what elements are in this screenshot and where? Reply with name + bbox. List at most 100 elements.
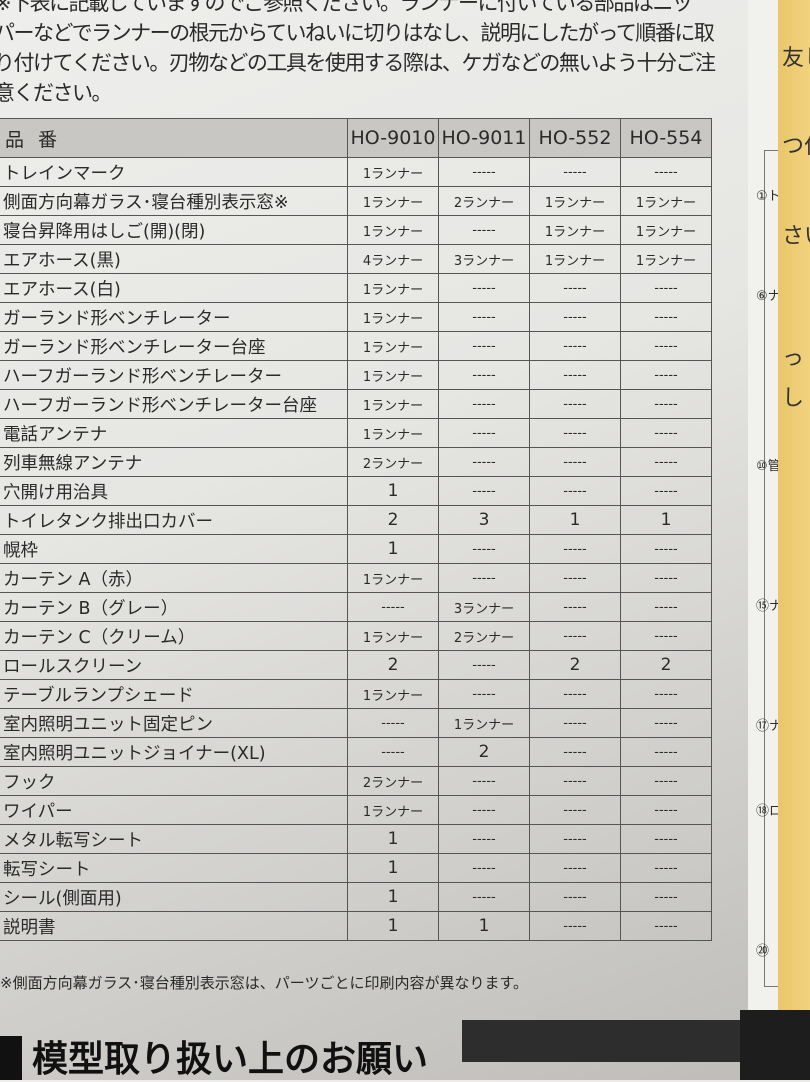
part-name: シール(側面用) (0, 882, 348, 912)
table-row: エアホース(黒) 4ランナー 3ランナー 1ランナー 1ランナー (0, 244, 712, 274)
part-name: エアホース(黒) (0, 244, 348, 274)
table-header-row: 品番 HO-9010 HO-9011 HO-552 HO-554 (0, 118, 712, 158)
part-name: テーブルランプシェード (0, 679, 348, 709)
quantity-cell: 1 (438, 911, 530, 941)
quantity-cell: ----- (529, 302, 621, 332)
quantity-cell: 3ランナー (438, 244, 530, 274)
quantity-cell: ----- (438, 853, 530, 883)
part-name: 室内照明ユニットジョイナー(XL) (0, 737, 348, 767)
quantity-cell: ----- (529, 708, 621, 738)
quantity-cell: ----- (438, 679, 530, 709)
part-name: ワイパー (0, 795, 348, 825)
table-row: トイレタンク排出口カバー 2 3 1 1 (0, 505, 712, 535)
section-title: 模型取り扱い上のお願い (32, 1039, 429, 1080)
part-name: ロールスクリーン (0, 650, 348, 680)
quantity-cell: ----- (529, 882, 621, 912)
quantity-cell: ----- (438, 766, 530, 796)
quantity-cell: 1ランナー (347, 679, 439, 709)
quantity-cell: 2ランナー (438, 621, 530, 651)
part-name: ガーランド形ベンチレーター台座 (0, 331, 348, 361)
yellow-text: つ付 (782, 134, 810, 159)
quantity-cell: ----- (529, 476, 621, 506)
quantity-cell: ----- (438, 418, 530, 448)
step-label: ⑰ナ (756, 719, 783, 734)
quantity-cell: ----- (438, 534, 530, 564)
table-row: ハーフガーランド形ベンチレーター台座 1ランナー ----- ----- ----- (0, 389, 712, 419)
quantity-cell: ----- (620, 592, 712, 622)
quantity-cell: ----- (620, 766, 712, 796)
quantity-cell: ----- (438, 331, 530, 361)
step-label: ⑥ナ (756, 289, 781, 304)
quantity-cell: ----- (620, 737, 712, 767)
quantity-cell: ----- (529, 563, 621, 593)
quantity-cell: 1 (347, 911, 439, 941)
quantity-cell: 1ランナー (620, 186, 712, 216)
quantity-cell: 3ランナー (438, 592, 530, 622)
intro-line: 意ください。 (0, 81, 113, 105)
table-row: カーテン A（赤） 1ランナー ----- ----- ----- (0, 563, 712, 593)
quantity-cell: ----- (529, 447, 621, 477)
step-label: ⑮ナ (756, 599, 783, 614)
quantity-cell: ----- (529, 621, 621, 651)
quantity-cell: ----- (620, 331, 712, 361)
table-row: 転写シート 1 ----- ----- ----- (0, 853, 712, 883)
table-row: 説明書 1 1 ----- ----- (0, 911, 712, 941)
table-row: ガーランド形ベンチレーター 1ランナー ----- ----- ----- (0, 302, 712, 332)
quantity-cell: ----- (620, 418, 712, 448)
table-row: 列車無線アンテナ 2ランナー ----- ----- ----- (0, 447, 712, 477)
yellow-text: し (782, 386, 805, 411)
part-name: トレインマーク (0, 157, 348, 187)
quantity-cell: ----- (438, 824, 530, 854)
table-row: 電話アンテナ 1ランナー ----- ----- ----- (0, 418, 712, 448)
dark-background (740, 1010, 810, 1080)
quantity-cell: ----- (620, 360, 712, 390)
quantity-cell: 1ランナー (347, 563, 439, 593)
table-row: カーテン B（グレー） ----- 3ランナー ----- ----- (0, 592, 712, 622)
quantity-cell: ----- (529, 679, 621, 709)
quantity-cell: ----- (529, 737, 621, 767)
header-model: HO-9011 (438, 118, 530, 158)
quantity-cell: ----- (529, 853, 621, 883)
table-row: 側面方向幕ガラス･寝台種別表示窓※ 1ランナー 2ランナー 1ランナー 1ランナー (0, 186, 712, 216)
part-name: トイレタンク排出口カバー (0, 505, 348, 535)
table-row: シール(側面用) 1 ----- ----- ----- (0, 882, 712, 912)
quantity-cell: ----- (529, 824, 621, 854)
quantity-cell: ----- (529, 911, 621, 941)
quantity-cell: 2 (529, 650, 621, 680)
table-row: ガーランド形ベンチレーター台座 1ランナー ----- ----- ----- (0, 331, 712, 361)
quantity-cell: 1ランナー (347, 621, 439, 651)
quantity-cell: ----- (529, 389, 621, 419)
quantity-cell: 1 (347, 534, 439, 564)
table-row: 穴開け用治具 1 ----- ----- ----- (0, 476, 712, 506)
part-name: フック (0, 766, 348, 796)
quantity-cell: 2 (347, 505, 439, 535)
quantity-cell: ----- (438, 447, 530, 477)
table-row: 寝台昇降用はしご(開)(閉) 1ランナー ----- 1ランナー 1ランナー (0, 215, 712, 245)
quantity-cell: 2 (347, 650, 439, 680)
quantity-cell: ----- (620, 476, 712, 506)
quantity-cell: ----- (620, 534, 712, 564)
quantity-cell: ----- (438, 795, 530, 825)
quantity-cell: 2ランナー (347, 766, 439, 796)
quantity-cell: 1ランナー (347, 186, 439, 216)
quantity-cell: ----- (620, 824, 712, 854)
part-name: 電話アンテナ (0, 418, 348, 448)
table-row: 室内照明ユニットジョイナー(XL) ----- 2 ----- ----- (0, 737, 712, 767)
yellow-text: っ (782, 346, 805, 371)
part-name: 室内照明ユニット固定ピン (0, 708, 348, 738)
part-name: 穴開け用治具 (0, 476, 348, 506)
quantity-cell: 3 (438, 505, 530, 535)
quantity-cell: 1 (347, 853, 439, 883)
quantity-cell: 1ランナー (347, 331, 439, 361)
intro-line: り付けてください。刃物などの工具を使用する際は、ケガなどの無いよう十分ご注 (0, 51, 716, 75)
quantity-cell: ----- (438, 360, 530, 390)
part-name: ハーフガーランド形ベンチレーター (0, 360, 348, 390)
part-name: エアホース(白) (0, 273, 348, 303)
quantity-cell: 1ランナー (347, 360, 439, 390)
quantity-cell: 1ランナー (620, 215, 712, 245)
parts-table: 品番 HO-9010 HO-9011 HO-552 HO-554 トレインマーク… (0, 118, 712, 941)
quantity-cell: 1ランナー (529, 186, 621, 216)
quantity-cell: 2ランナー (347, 447, 439, 477)
quantity-cell: 1ランナー (347, 795, 439, 825)
part-name: 説明書 (0, 911, 348, 941)
